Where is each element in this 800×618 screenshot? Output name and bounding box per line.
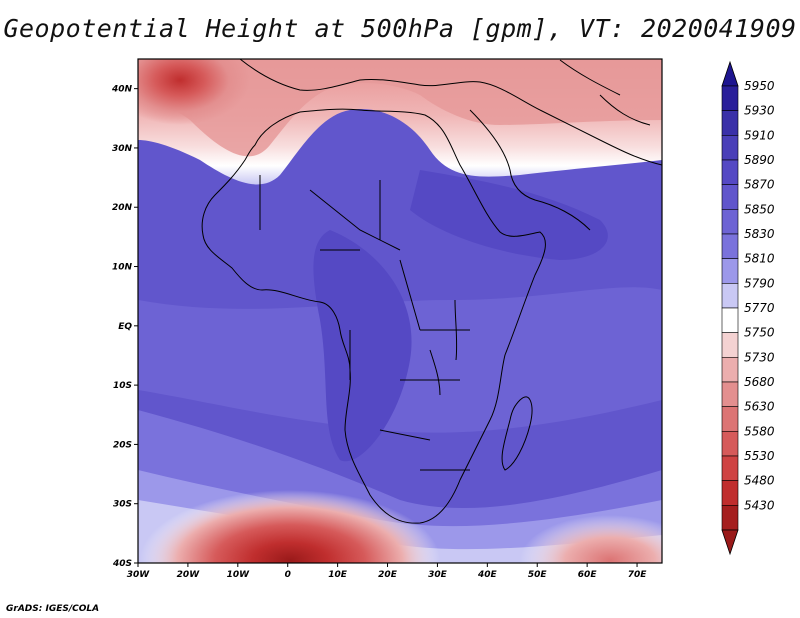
colorbar-swatch <box>721 233 739 259</box>
colorbar-swatch <box>721 85 739 111</box>
y-tick-label: 10N <box>112 263 133 273</box>
grads-credit: GrADS: IGES/COLA <box>6 604 100 614</box>
y-tick-label: 20S <box>113 440 132 450</box>
colorbar-swatch <box>721 357 739 383</box>
coastlines <box>201 59 662 524</box>
y-axis: 40N 30N 20N 10N EQ 10S 20S 30S 40S <box>111 85 138 569</box>
x-tick-label: 70E <box>628 570 648 580</box>
y-tick-label: 40N <box>111 85 133 95</box>
colorbar-swatch <box>721 431 739 457</box>
colorbar: 5950 5930 5910 5890 5870 5850 5830 5810 5790 5770… <box>721 60 775 556</box>
colorbar-swatch <box>721 332 739 358</box>
colorbar-label: 5480 <box>744 474 775 488</box>
y-tick-label: 10S <box>113 381 132 391</box>
map-title: Geopotential Height at 500hPa [gpm], VT:… <box>3 14 797 43</box>
colorbar-bottom-arrow <box>721 529 739 556</box>
colorbar-swatch <box>721 258 739 284</box>
x-tick-label: 40E <box>477 570 498 580</box>
colorbar-label: 5950 <box>744 79 775 93</box>
y-tick-label: 20N <box>112 203 133 213</box>
colorbar-swatch <box>721 283 739 309</box>
colorbar-swatch <box>721 307 739 333</box>
colorbar-swatch <box>721 406 739 432</box>
colorbar-swatch <box>721 184 739 210</box>
x-tick-label: 30W <box>127 570 151 580</box>
colorbar-label: 5630 <box>744 400 775 414</box>
colorbar-swatch <box>721 110 739 136</box>
colorbar-label: 5870 <box>744 178 775 192</box>
colorbar-swatch <box>721 505 739 531</box>
x-tick-label: 60E <box>578 570 598 580</box>
x-axis: 30W 20W 10W 0 10E 20E 30E 40E 50E 60E 70E <box>127 563 647 580</box>
x-tick-label: 0 <box>285 570 291 580</box>
height-field <box>138 59 662 563</box>
x-tick-label: 10E <box>328 570 348 580</box>
colorbar-label: 5910 <box>744 128 775 142</box>
colorbar-swatch <box>721 480 739 506</box>
y-tick-label: 30N <box>112 144 133 154</box>
colorbar-swatch <box>721 381 739 407</box>
colorbar-label: 5790 <box>744 276 775 290</box>
colorbar-label: 5930 <box>744 104 775 118</box>
colorbar-label: 5850 <box>744 202 775 216</box>
x-tick-label: 50E <box>528 570 548 580</box>
y-tick-label: 40S <box>112 559 132 569</box>
colorbar-label: 5530 <box>744 449 775 463</box>
y-tick-label: EQ <box>118 322 132 332</box>
x-tick-label: 20W <box>177 570 201 580</box>
colorbar-label: 5890 <box>744 153 775 167</box>
x-tick-label: 10W <box>227 570 251 580</box>
y-tick-label: 30S <box>113 500 132 510</box>
colorbar-label: 5810 <box>744 252 775 266</box>
colorbar-top-arrow <box>721 60 739 87</box>
colorbar-label: 5680 <box>744 375 775 389</box>
x-tick-label: 30E <box>428 570 448 580</box>
colorbar-swatch <box>721 159 739 185</box>
colorbar-swatch <box>721 209 739 235</box>
x-tick-label: 20E <box>378 570 398 580</box>
colorbar-label: 5830 <box>744 227 775 241</box>
colorbar-swatch <box>721 455 739 481</box>
colorbar-label: 5730 <box>744 350 775 364</box>
colorbar-label: 5430 <box>744 498 775 512</box>
plot-frame <box>137 58 663 564</box>
colorbar-swatch <box>721 135 739 161</box>
colorbar-label: 5770 <box>744 301 775 315</box>
colorbar-label: 5750 <box>744 326 775 340</box>
colorbar-label: 5580 <box>744 424 775 438</box>
